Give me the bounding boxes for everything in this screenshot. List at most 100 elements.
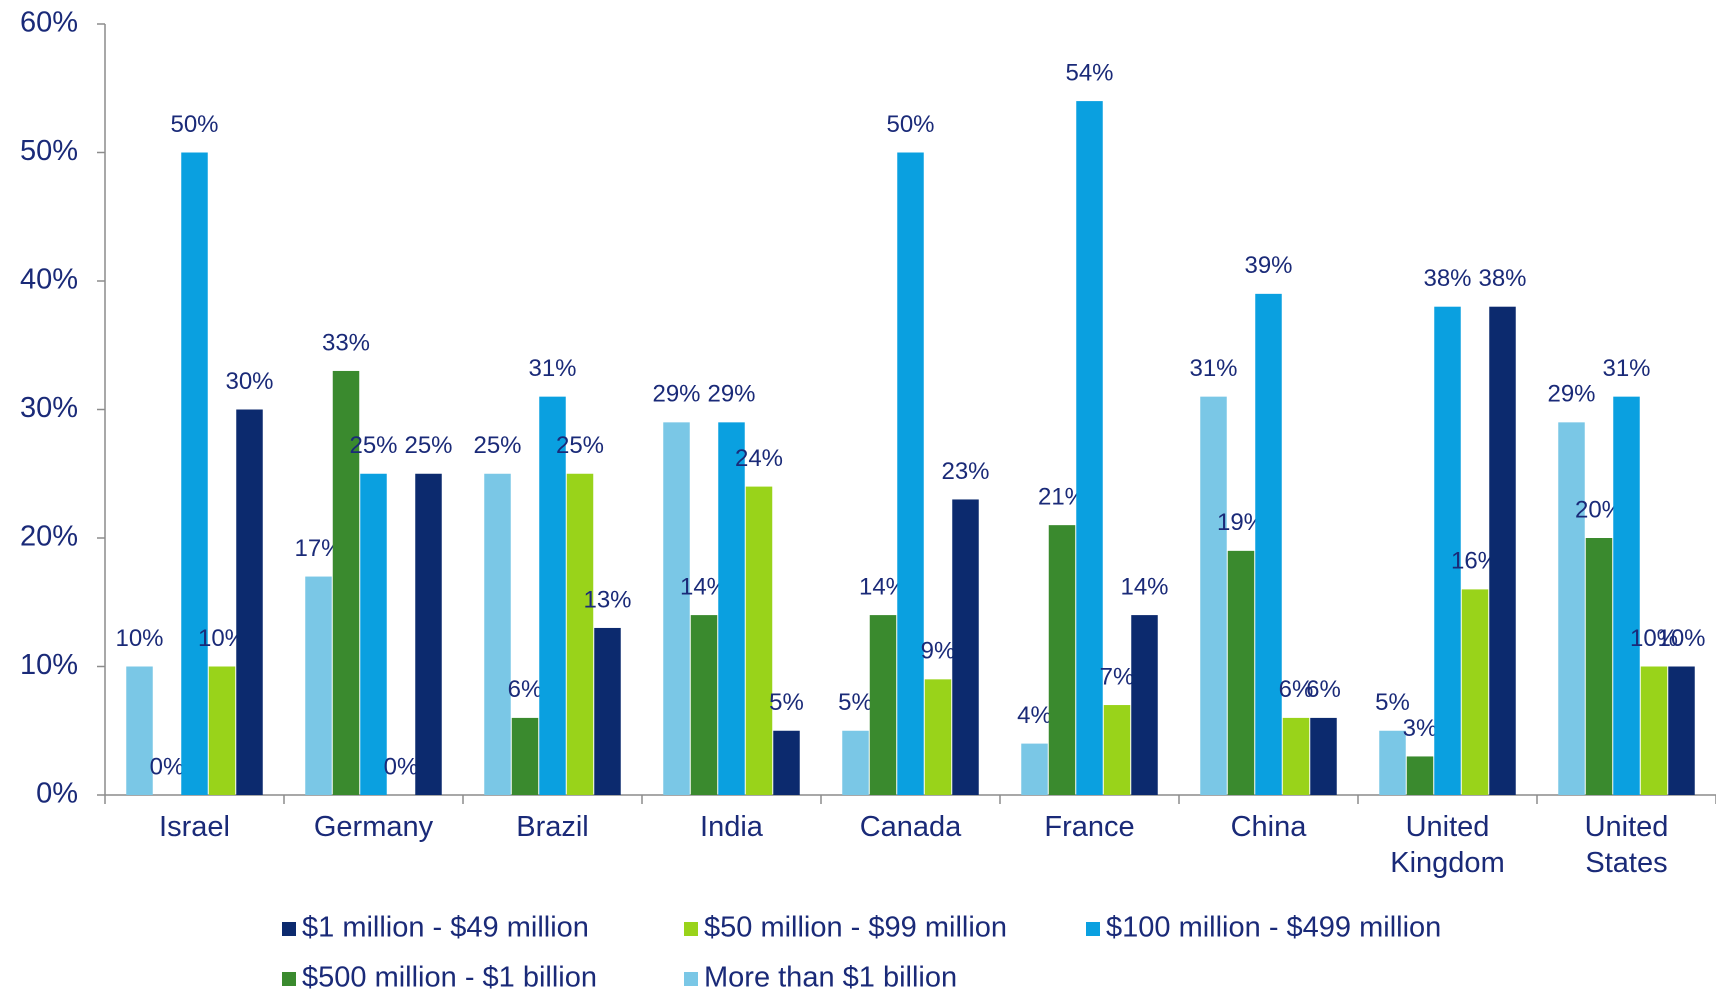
- data-label: 3%: [1403, 715, 1438, 742]
- legend-label: $100 million - $499 million: [1106, 912, 1441, 944]
- data-label: 24%: [735, 445, 783, 472]
- data-label: 25%: [349, 432, 397, 459]
- data-label: 39%: [1244, 252, 1292, 279]
- bar: [415, 473, 442, 795]
- bar: [208, 666, 236, 795]
- data-label: 38%: [1478, 265, 1526, 292]
- bar: [718, 422, 745, 795]
- y-tick-label: 0%: [36, 778, 78, 810]
- x-tick-label: United Kingdom: [1390, 811, 1505, 879]
- bar: [1200, 396, 1227, 795]
- legend-label: $50 million - $99 million: [704, 912, 1007, 944]
- bar: [126, 666, 153, 795]
- x-tick-label: Canada: [859, 811, 962, 843]
- bar: [690, 615, 718, 795]
- bar: [1076, 101, 1103, 796]
- bar: [869, 615, 897, 795]
- bar: [1585, 538, 1613, 795]
- data-label: 50%: [886, 111, 934, 138]
- data-label: 25%: [404, 432, 452, 459]
- data-label: 5%: [769, 689, 804, 716]
- bar: [1048, 525, 1076, 795]
- y-tick-label: 40%: [20, 264, 78, 296]
- bar: [1282, 717, 1310, 795]
- legend-swatch: [684, 972, 698, 986]
- data-label: 31%: [1602, 355, 1650, 382]
- data-label: 33%: [322, 329, 370, 356]
- data-label: 50%: [170, 111, 218, 138]
- data-label: 29%: [652, 381, 700, 408]
- data-label: 6%: [508, 676, 543, 703]
- data-label: 29%: [1547, 381, 1595, 408]
- bar: [924, 679, 952, 795]
- bar: [1668, 666, 1695, 795]
- data-label: 5%: [838, 689, 873, 716]
- bar: [1379, 730, 1406, 795]
- y-tick-label: 10%: [20, 649, 78, 681]
- data-label: 31%: [1189, 355, 1237, 382]
- bar: [1255, 293, 1282, 795]
- data-label: 5%: [1375, 689, 1410, 716]
- data-label: 10%: [115, 625, 163, 652]
- y-tick-label: 50%: [20, 135, 78, 167]
- legend-swatch: [282, 922, 296, 936]
- data-label: 0%: [150, 753, 185, 780]
- data-label: 31%: [528, 355, 576, 382]
- legend-swatch: [684, 922, 698, 936]
- bar: [897, 152, 924, 795]
- data-label: 13%: [583, 586, 631, 613]
- data-label: 7%: [1100, 663, 1135, 690]
- bar: [511, 717, 539, 795]
- bar: [952, 499, 979, 795]
- bar: [1021, 743, 1048, 795]
- bar: [1406, 756, 1434, 795]
- legend-label: $500 million - $1 billion: [302, 962, 597, 994]
- bar: [1461, 589, 1489, 795]
- data-label: 4%: [1017, 702, 1052, 729]
- data-label: 23%: [941, 458, 989, 485]
- data-label: 54%: [1065, 59, 1113, 86]
- bar: [663, 422, 690, 795]
- x-tick-label: India: [700, 811, 763, 843]
- bar: [1613, 396, 1640, 795]
- y-tick-label: 30%: [20, 392, 78, 424]
- bar: [1103, 705, 1131, 795]
- bar: [1558, 422, 1585, 795]
- legend-label: More than $1 billion: [704, 962, 957, 994]
- bar: [305, 576, 332, 795]
- legend-swatch: [282, 972, 296, 986]
- bar: [1489, 306, 1516, 795]
- bar: [1131, 615, 1158, 795]
- data-label: 30%: [225, 368, 273, 395]
- y-tick-label: 60%: [20, 7, 78, 39]
- bar: [332, 370, 360, 795]
- bar: [773, 730, 800, 795]
- legend-swatch: [1086, 922, 1100, 936]
- data-label: 25%: [473, 432, 521, 459]
- bar: [1227, 550, 1255, 795]
- x-tick-label: Israel: [159, 811, 230, 843]
- x-tick-label: Brazil: [516, 811, 589, 843]
- bar: [181, 152, 208, 795]
- data-label: 14%: [1120, 573, 1168, 600]
- bar: [484, 473, 511, 795]
- bar: [1310, 717, 1337, 795]
- x-tick-label: Germany: [313, 811, 434, 843]
- bar: [842, 730, 869, 795]
- data-label: 0%: [384, 753, 419, 780]
- bar: [360, 473, 387, 795]
- bar: [236, 409, 263, 795]
- data-label: 9%: [921, 638, 956, 665]
- x-tick-label: China: [1230, 811, 1307, 843]
- bar: [594, 627, 621, 795]
- bar: [1434, 306, 1461, 795]
- data-label: 10%: [1657, 625, 1705, 652]
- data-label: 29%: [707, 381, 755, 408]
- bar: [539, 396, 566, 795]
- bar: [745, 486, 773, 795]
- y-tick-label: 20%: [20, 521, 78, 553]
- data-label: 25%: [556, 432, 604, 459]
- x-tick-label: France: [1044, 811, 1135, 843]
- data-label: 6%: [1306, 676, 1341, 703]
